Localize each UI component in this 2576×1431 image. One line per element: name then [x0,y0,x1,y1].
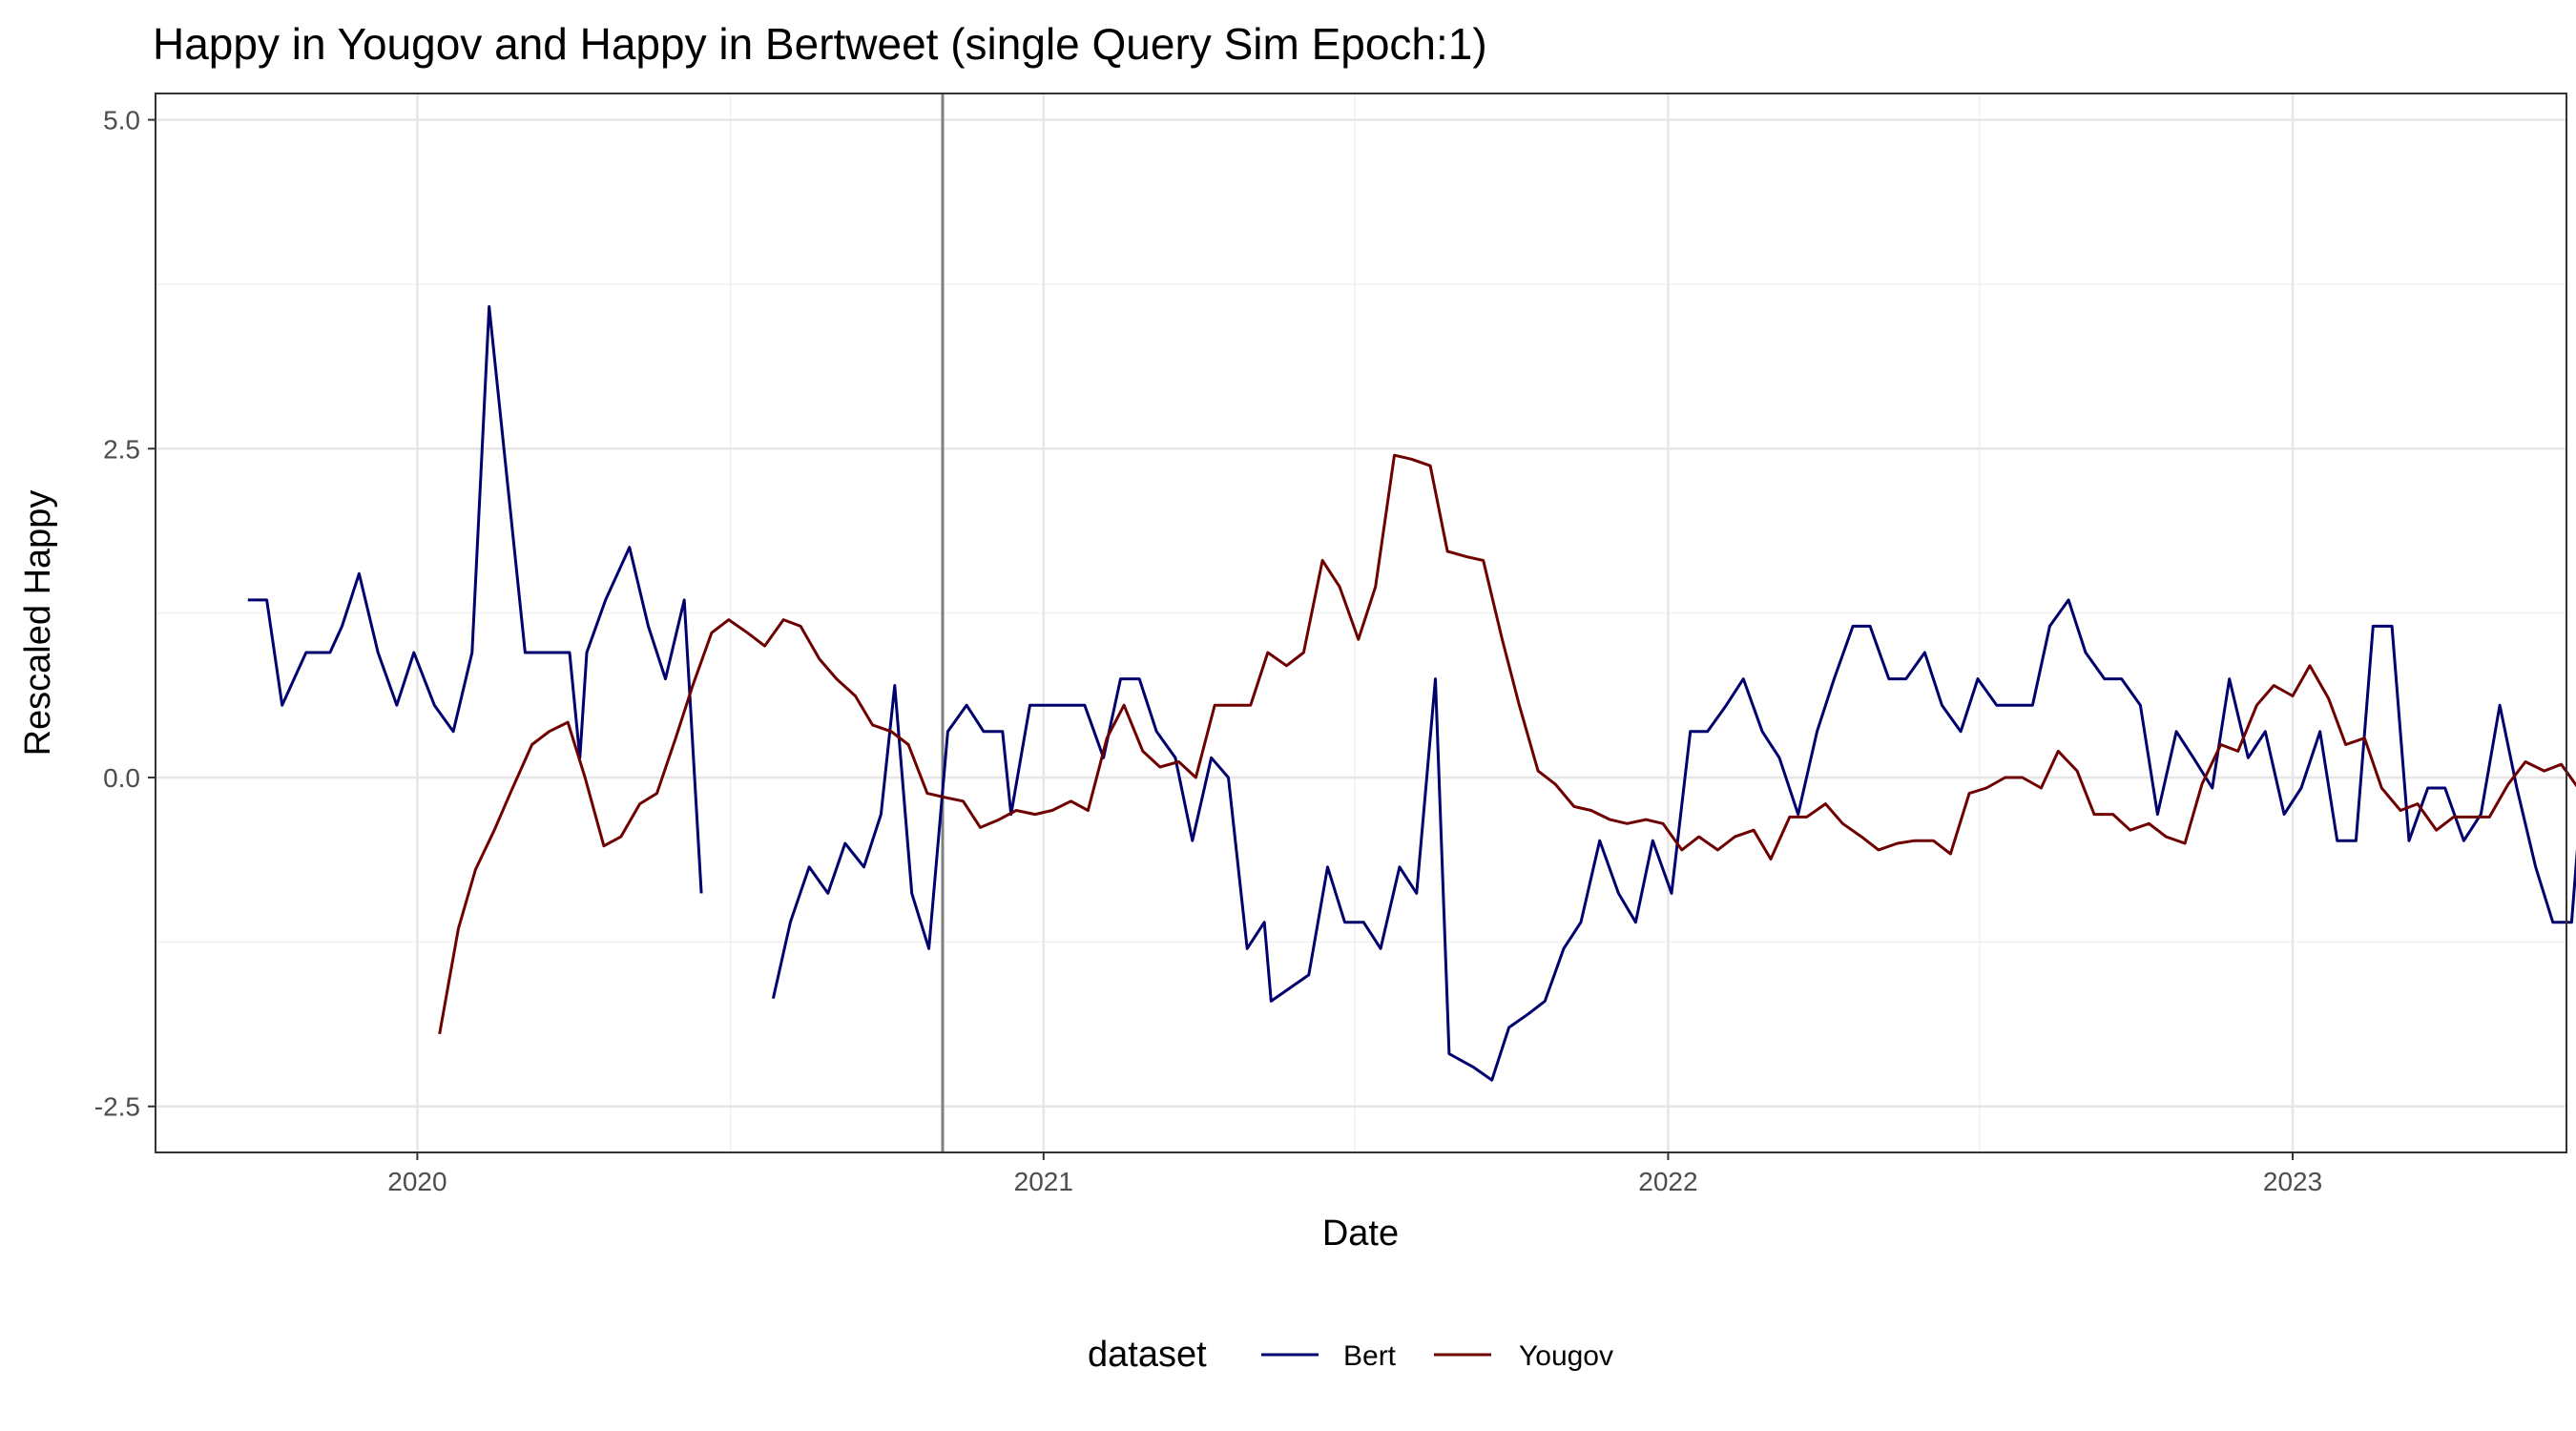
y-axis: -2.5 0.0 2.5 5.0 [94,106,156,1122]
x-tick-label: 2023 [2263,1167,2322,1196]
y-axis-title: Rescaled Happy [18,490,58,757]
x-axis: 2020 2021 2022 2023 [387,1152,2322,1196]
chart-title: Happy in Yougov and Happy in Bertweet (s… [153,19,1487,69]
y-tick-label: 5.0 [103,106,140,135]
series-lines [247,304,2576,1082]
plot-panel-border [155,93,2567,1153]
legend: dataset Bert Yougov [1088,1335,1613,1375]
x-axis-title: Date [1322,1213,1399,1254]
x-tick-label: 2022 [1638,1167,1697,1196]
legend-label-bert: Bert [1343,1340,1397,1372]
legend-title: dataset [1088,1335,1207,1375]
series-line-yougov [438,453,2576,1035]
y-tick-label: -2.5 [94,1092,140,1122]
legend-label-yougov: Yougov [1519,1340,1613,1372]
grid [156,93,2566,1152]
y-tick-label: 0.0 [103,763,140,793]
x-tick-label: 2020 [387,1167,447,1196]
series-line-bert [247,304,2576,1082]
x-tick-label: 2021 [1014,1167,1073,1196]
y-tick-label: 2.5 [103,434,140,464]
